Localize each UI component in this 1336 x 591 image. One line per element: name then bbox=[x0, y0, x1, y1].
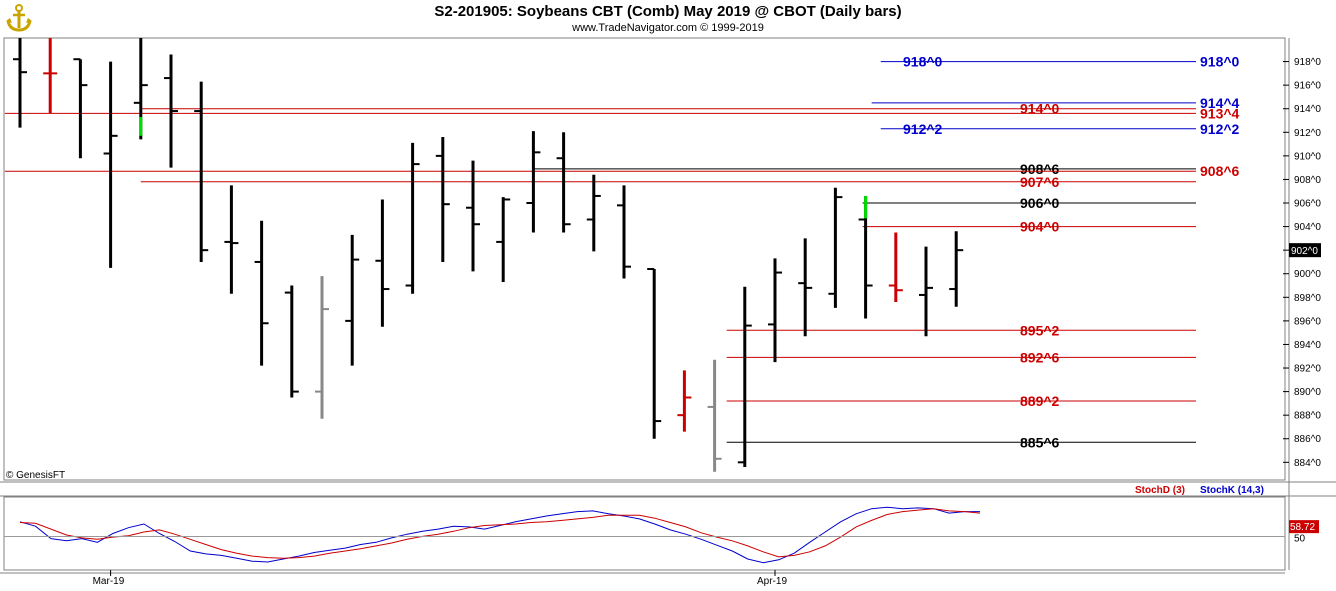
level-label: 918^0 bbox=[1200, 54, 1240, 70]
ohlc-bar bbox=[315, 276, 329, 419]
y-tick-label: 898^0 bbox=[1294, 293, 1321, 304]
stoch-last-label: 58.72 bbox=[1290, 522, 1315, 533]
ohlc-bar bbox=[345, 234, 360, 366]
y-tick-label: 884^0 bbox=[1294, 458, 1321, 469]
level-label: 904^0 bbox=[1020, 219, 1060, 235]
last-price-label: 902^0 bbox=[1291, 246, 1318, 257]
price-axis: 884^0 886^0 888^0 890^0 892^0 894^0 896^0 898^0… bbox=[1283, 38, 1321, 570]
level-label: 895^2 bbox=[1020, 322, 1060, 338]
y-tick-label: 912^0 bbox=[1294, 128, 1321, 139]
stoch-tick-label: 50 bbox=[1294, 534, 1306, 545]
level-label: 908^6 bbox=[1200, 163, 1240, 179]
price-panel: 918^0 918^0 914^4 912^2 912^2 914^0 913^4 908^6… bbox=[0, 37, 1336, 497]
level-label: 912^2 bbox=[1200, 121, 1240, 137]
y-tick-label: 900^0 bbox=[1294, 269, 1321, 280]
ohlc-bar bbox=[828, 187, 843, 308]
chart-header: S2-201905: Soybeans CBT (Comb) May 2019 … bbox=[0, 0, 1336, 38]
ohlc-bar bbox=[677, 370, 692, 432]
ohlc-bar bbox=[164, 54, 178, 168]
price-panel-frame bbox=[3, 37, 1286, 481]
ohlc-bar bbox=[949, 231, 964, 307]
ohlc-bar bbox=[405, 142, 420, 294]
ohlc-bar bbox=[224, 185, 239, 294]
stoch-series-line bbox=[19, 506, 980, 564]
ohlc-bar bbox=[375, 199, 390, 327]
chart-subtitle: www.TradeNavigator.com © 1999-2019 bbox=[572, 22, 764, 34]
chart-title: S2-201905: Soybeans CBT (Comb) May 2019 … bbox=[434, 3, 902, 20]
anchor-logo-icon bbox=[4, 3, 34, 33]
ohlc-bar bbox=[284, 285, 299, 398]
ohlc-bar bbox=[43, 38, 58, 114]
level-label: 885^6 bbox=[1020, 434, 1060, 450]
level-label: 914^0 bbox=[1020, 101, 1060, 117]
level-label: 892^6 bbox=[1020, 349, 1060, 365]
ohlc-bar bbox=[707, 359, 722, 472]
legend-entry: StochD (3) bbox=[1135, 485, 1185, 496]
ohlc-bar bbox=[254, 220, 269, 366]
y-tick-label: 908^0 bbox=[1294, 175, 1321, 186]
ohlc-bar bbox=[435, 137, 450, 262]
level-label: 906^0 bbox=[1020, 195, 1060, 211]
ohlc-bar bbox=[194, 81, 209, 262]
ohlc-bar bbox=[586, 174, 601, 252]
legend-entry: StochK (14,3) bbox=[1200, 485, 1264, 496]
ohlc-bar bbox=[103, 61, 118, 268]
ohlc-bar bbox=[737, 286, 752, 468]
ohlc-bar bbox=[888, 232, 903, 303]
ohlc-bar bbox=[496, 197, 511, 282]
ohlc-bar bbox=[919, 246, 933, 337]
last-price-box bbox=[1289, 243, 1321, 258]
level-label: 914^4 bbox=[1200, 95, 1240, 111]
y-tick-label: 918^0 bbox=[1294, 57, 1321, 68]
ohlc-bar bbox=[526, 131, 541, 233]
level-left-label: 912^2 bbox=[903, 121, 943, 137]
ohlc-bar bbox=[617, 185, 631, 279]
y-tick-label: 910^0 bbox=[1294, 151, 1321, 162]
x-tick-label: Apr-19 bbox=[757, 576, 787, 587]
credit-label: © GenesisFT bbox=[6, 470, 65, 481]
y-tick-label: 906^0 bbox=[1294, 199, 1321, 210]
y-tick-label: 896^0 bbox=[1294, 316, 1321, 327]
y-tick-label: 916^0 bbox=[1294, 81, 1321, 92]
y-tick-label: 888^0 bbox=[1294, 411, 1321, 422]
y-tick-label: 894^0 bbox=[1294, 340, 1321, 351]
ohlc-bar bbox=[13, 38, 27, 128]
stoch-series-line bbox=[19, 508, 981, 559]
level-label: 913^4 bbox=[1200, 105, 1240, 121]
level-label: 889^2 bbox=[1020, 393, 1060, 409]
y-tick-label: 890^0 bbox=[1294, 387, 1321, 398]
time-axis: Mar-19 Apr-19 bbox=[0, 570, 1285, 587]
stoch-panel-frame bbox=[3, 496, 1286, 571]
y-tick-label: 914^0 bbox=[1294, 104, 1321, 115]
level-label: 907^6 bbox=[1020, 174, 1060, 190]
level-left-label: 918^0 bbox=[903, 54, 943, 70]
ohlc-bar bbox=[466, 160, 480, 272]
ohlc-bar bbox=[768, 258, 782, 363]
level-label: 908^6 bbox=[1020, 161, 1060, 177]
ohlc-bar bbox=[647, 268, 662, 439]
ohlc-bar bbox=[556, 132, 571, 233]
ohlc-bar bbox=[798, 238, 813, 337]
stoch-last-box bbox=[1289, 520, 1319, 534]
x-tick-label: Mar-19 bbox=[93, 576, 125, 587]
y-tick-label: 904^0 bbox=[1294, 222, 1321, 233]
y-tick-label: 892^0 bbox=[1294, 364, 1321, 375]
ohlc-bar bbox=[73, 58, 88, 159]
y-tick-label: 886^0 bbox=[1294, 434, 1321, 445]
